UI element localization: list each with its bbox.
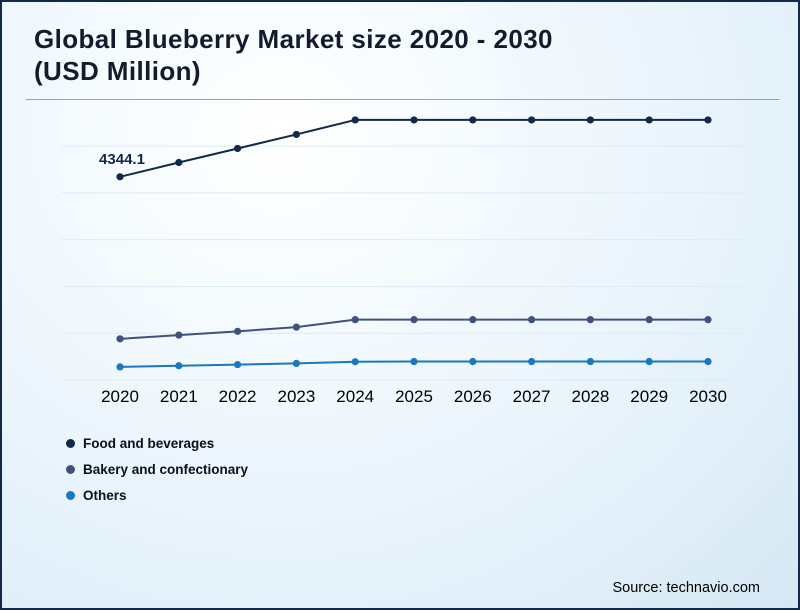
x-axis-tick-label: 2026 [454,387,492,406]
x-axis-tick-label: 2028 [571,387,609,406]
data-point-marker [234,360,242,369]
data-point-marker [410,116,418,124]
data-point-marker [528,116,536,124]
legend-label-bakery: Bakery and confectionary [83,462,249,477]
data-point-label: 4344.1 [99,151,145,168]
data-point-marker [586,357,595,366]
data-point-marker [351,316,359,324]
series-line [119,118,708,178]
data-point-marker [351,116,359,124]
legend-item-others: Others [66,488,248,503]
data-point-marker [469,116,477,124]
x-axis-tick-label: 2029 [630,387,668,406]
data-point-marker [116,335,124,343]
legend-label-food: Food and beverages [83,436,215,451]
x-axis-tick-label: 2022 [219,387,257,406]
data-point-marker [704,316,712,324]
data-point-marker [234,144,242,153]
x-axis-tick-label: 2024 [336,387,374,406]
data-point-marker [292,130,300,139]
data-point-marker [175,362,183,370]
legend-marker-others-icon [66,491,75,500]
title-line-2: (USD Million) [34,55,201,86]
data-point-marker [645,116,653,124]
data-point-marker [586,316,595,324]
data-point-marker [469,316,477,324]
x-axis-tick-label: 2027 [513,387,551,406]
legend: Food and beverages Bakery and confection… [66,436,248,503]
data-point-marker [528,357,536,366]
data-point-marker [645,357,653,366]
data-point-marker [586,116,595,124]
data-point-marker [116,363,124,371]
title-divider [26,99,779,100]
data-point-marker [645,316,653,324]
data-point-marker [704,357,712,366]
source-credit: Source: technavio.com [612,580,761,596]
line-chart: 2020 2021 2022 2023 2024 2025 2026 2027 2028 2029… [62,116,744,406]
data-point-marker [351,358,359,366]
data-point-marker [469,357,477,366]
data-point-marker [175,158,183,167]
data-point-marker [292,323,300,331]
legend-item-food: Food and beverages [66,436,248,451]
title-line-1: Global Blueberry Market size 2020 - 2030 [34,24,553,54]
page-title: Global Blueberry Market size 2020 - 2030… [34,24,553,87]
x-axis-tick-label: 2025 [395,387,433,406]
legend-label-others: Others [83,488,127,503]
data-point-marker [528,316,536,324]
x-axis-tick-label: 2030 [689,387,727,406]
data-point-marker [410,357,418,366]
x-axis-tick-label: 2020 [101,387,139,406]
x-axis-tick-label: 2021 [160,387,198,406]
legend-marker-bakery-icon [66,465,75,474]
data-point-marker [116,173,124,181]
data-point-marker [704,116,712,124]
data-point-marker [292,359,300,367]
data-point-marker [410,316,418,324]
legend-marker-food-icon [66,439,75,448]
x-axis-tick-label: 2023 [277,387,315,406]
data-point-marker [175,331,183,339]
data-point-marker [234,327,242,335]
legend-item-bakery: Bakery and confectionary [66,462,248,477]
